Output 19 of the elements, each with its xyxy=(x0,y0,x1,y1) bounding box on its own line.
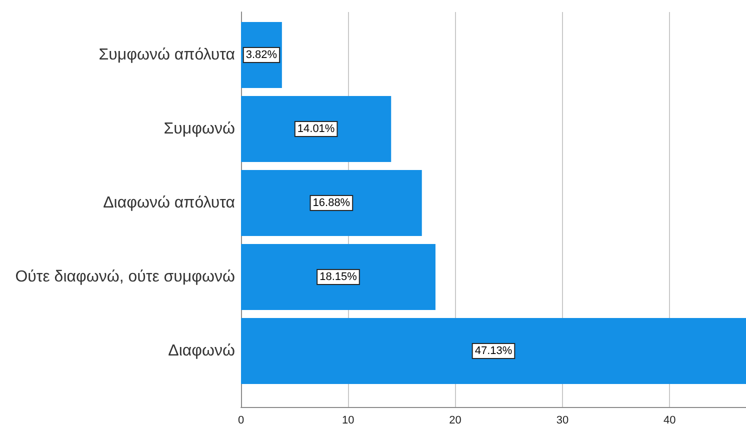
data-label: 47.13% xyxy=(474,345,512,357)
data-label: 16.88% xyxy=(312,197,350,209)
bar xyxy=(241,96,392,162)
y-tick-label: Διαφωνώ xyxy=(168,342,235,360)
data-label: 14.01% xyxy=(297,123,335,135)
data-label: 18.15% xyxy=(320,271,358,283)
y-tick-label: Ούτε διαφωνώ, ούτε συμφωνώ xyxy=(15,268,235,286)
data-label: 3.82% xyxy=(246,49,278,61)
x-tick-label: 30 xyxy=(556,414,569,426)
bar xyxy=(241,244,436,310)
x-tick-label: 0 xyxy=(238,414,244,426)
y-tick-label: Συμφωνώ απόλυτα xyxy=(98,46,235,64)
x-tick-label: 10 xyxy=(342,414,354,426)
y-tick-label: Συμφωνώ xyxy=(164,120,235,138)
bar xyxy=(241,318,746,384)
y-tick-label: Διαφωνώ απόλυτα xyxy=(103,194,235,212)
x-tick-label: 20 xyxy=(449,414,462,426)
bar xyxy=(241,170,422,236)
x-tick-label: 40 xyxy=(663,414,676,426)
